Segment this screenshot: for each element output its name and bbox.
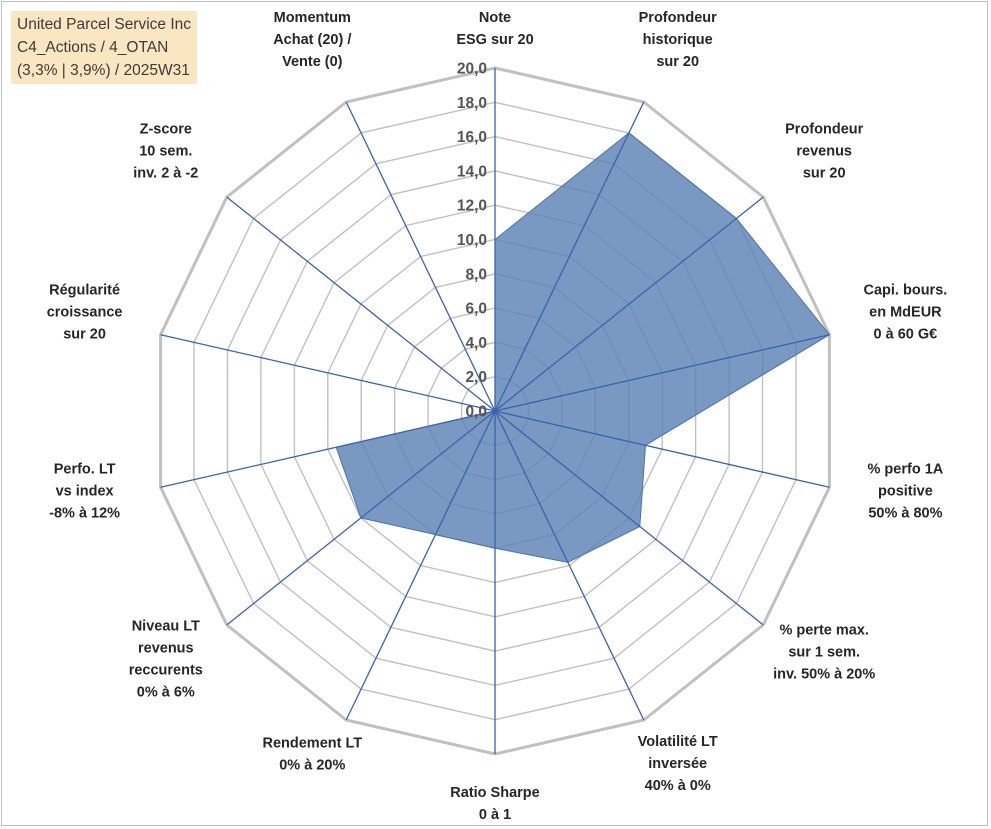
axis-spoke-8 [345, 410, 496, 721]
tick-label-10: 20,0 [457, 61, 487, 78]
axis-label-8: Rendement LT 0% à 20% [262, 735, 362, 773]
radial-tick-labels: 0,0 2,0 4,0 6,0 8,0 10,0 12,0 14,0 16,0 18,0 20,0 [457, 61, 487, 421]
axis-label-5: % perte max. sur 1 sem. inv. 50% à 20% [773, 623, 875, 683]
axis-label-12-line-0: Z-score [140, 121, 192, 137]
tick-label-9: 18,0 [457, 95, 487, 112]
tick-label-3: 6,0 [465, 301, 487, 318]
axis-label-0: Note ESG sur 20 [456, 10, 533, 48]
axis-label-10-line-0: Perfo. LT [54, 462, 116, 478]
axis-spoke-6 [494, 410, 645, 721]
axis-label-3-line-0: Capi. bours. [864, 283, 948, 299]
axis-label-9-line-2: reccurents [129, 663, 203, 679]
axis-label-3: Capi. bours. en MdEUR 0 à 60 G€ [864, 283, 948, 343]
axis-label-13: Momentum Achat (20) / Vente (0) [273, 10, 351, 70]
axis-label-1-line-1: historique [643, 32, 713, 48]
axis-label-11-line-0: Régularité [49, 283, 120, 299]
axis-label-6-line-2: 40% à 0% [645, 778, 711, 794]
axis-label-4-line-2: 50% à 80% [868, 506, 942, 522]
axis-label-6-line-0: Volatilité LT [638, 734, 718, 750]
title-line-category: C4_Actions / 4_OTAN [17, 39, 169, 56]
axis-label-0-line-0: Note [479, 10, 511, 26]
axis-label-7: Ratio Sharpe 0 à 1 [450, 785, 539, 823]
tick-label-8: 16,0 [457, 129, 487, 146]
axis-label-2-line-2: sur 20 [803, 165, 846, 181]
axis-label-4: % perfo 1A positive 50% à 80% [868, 462, 944, 522]
tick-label-6: 12,0 [457, 198, 487, 215]
axis-label-4-line-1: positive [878, 484, 933, 500]
axis-label-8-line-0: Rendement LT [262, 735, 362, 751]
axis-label-13-line-1: Achat (20) / [273, 32, 351, 48]
axis-label-11: Régularité croissance sur 20 [47, 283, 123, 343]
axis-label-9-line-1: revenus [138, 641, 194, 657]
axis-label-13-line-0: Momentum [274, 10, 351, 26]
axis-label-6-line-1: inversée [648, 756, 707, 772]
tick-label-5: 10,0 [457, 232, 487, 249]
tick-label-0: 0,0 [465, 404, 487, 421]
tick-label-7: 14,0 [457, 163, 487, 180]
tick-label-2: 4,0 [465, 335, 487, 352]
axis-label-5-line-1: sur 1 sem. [788, 645, 860, 661]
tick-label-1: 2,0 [465, 369, 487, 386]
axis-label-10-line-1: vs index [56, 484, 114, 500]
axis-label-7-line-1: 0 à 1 [479, 807, 511, 823]
axis-spoke-11 [160, 334, 496, 412]
axis-spoke-9 [226, 410, 496, 626]
radar-series-area [335, 132, 831, 563]
axis-label-1-line-2: sur 20 [656, 54, 699, 70]
axis-spoke-1 [494, 101, 645, 412]
axis-spoke-13 [345, 101, 496, 412]
axis-label-0-line-1: ESG sur 20 [456, 32, 533, 48]
axis-spoke-3 [494, 334, 830, 412]
axis-label-13-line-2: Vente (0) [282, 54, 343, 70]
axis-label-6: Volatilité LT inversée 40% à 0% [638, 734, 718, 794]
axis-label-12-line-2: inv. 2 à -2 [133, 165, 198, 181]
axis-label-2: Profondeur revenus sur 20 [785, 121, 863, 181]
axis-spoke-5 [494, 410, 764, 626]
axis-label-5-line-0: % perte max. [779, 623, 868, 639]
axis-label-12-line-1: 10 sem. [139, 143, 192, 159]
axis-label-7-line-0: Ratio Sharpe [450, 785, 539, 801]
axis-label-3-line-1: en MdEUR [869, 305, 942, 321]
axis-label-1-line-0: Profondeur [639, 10, 717, 26]
axis-label-11-line-2: sur 20 [63, 327, 106, 343]
axis-label-2-line-1: revenus [796, 143, 852, 159]
series-polygon [335, 132, 831, 563]
axis-spoke-4 [494, 410, 830, 488]
title-line-period: (3,3% | 3,9%) / 2025W31 [17, 62, 190, 79]
chart-title-box: United Parcel Service Inc C4_Actions / 4… [11, 11, 198, 84]
axis-label-9-line-3: 0% à 6% [137, 685, 195, 701]
radar-spokes [160, 68, 830, 754]
axis-label-12: Z-score 10 sem. inv. 2 à -2 [133, 121, 198, 181]
title-line-company: United Parcel Service Inc [17, 16, 192, 33]
axis-label-9: Niveau LT revenus reccurents 0% à 6% [129, 619, 203, 701]
axis-label-1: Profondeur historique sur 20 [639, 10, 717, 70]
axis-label-9-line-0: Niveau LT [132, 619, 200, 635]
axis-label-5-line-2: inv. 50% à 20% [773, 667, 875, 683]
axis-labels: Note ESG sur 20 Profondeur historique sur 20… [47, 10, 948, 823]
axis-label-2-line-0: Profondeur [785, 121, 863, 137]
axis-label-3-line-2: 0 à 60 G€ [874, 327, 938, 343]
axis-spoke-2 [494, 196, 764, 412]
axis-label-4-line-0: % perfo 1A [868, 462, 944, 478]
axis-spoke-10 [160, 410, 496, 488]
tick-label-4: 8,0 [465, 266, 487, 283]
axis-label-11-line-1: croissance [47, 305, 123, 321]
axis-label-8-line-1: 0% à 20% [279, 757, 345, 773]
axis-label-10: Perfo. LT vs index -8% à 12% [49, 462, 120, 522]
axis-label-10-line-2: -8% à 12% [49, 506, 120, 522]
axis-spoke-12 [226, 196, 496, 412]
